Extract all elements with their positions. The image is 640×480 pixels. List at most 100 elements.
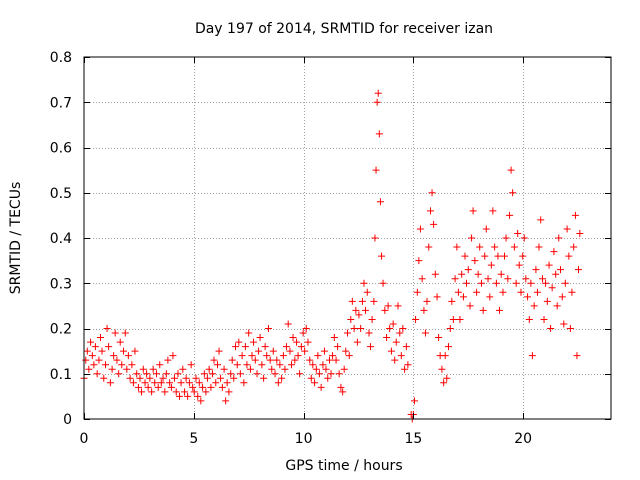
data-point xyxy=(512,279,520,287)
data-point xyxy=(138,388,146,396)
data-point xyxy=(144,383,152,391)
data-point xyxy=(123,365,131,373)
data-point xyxy=(151,379,159,387)
data-point xyxy=(443,374,451,382)
data-point xyxy=(299,329,307,337)
data-point xyxy=(139,365,147,373)
data-point xyxy=(205,365,213,373)
data-point xyxy=(181,388,189,396)
data-point xyxy=(550,248,558,256)
data-point xyxy=(473,288,481,296)
data-point xyxy=(121,329,129,337)
data-point xyxy=(296,370,304,378)
data-point xyxy=(384,302,392,310)
data-point xyxy=(379,279,387,287)
data-point xyxy=(451,275,459,283)
data-point xyxy=(389,320,397,328)
data-point xyxy=(100,374,108,382)
data-point xyxy=(410,397,418,405)
data-point xyxy=(93,370,101,378)
data-point xyxy=(238,352,246,360)
data-point xyxy=(486,293,494,301)
data-point xyxy=(271,370,279,378)
data-point xyxy=(378,252,386,260)
data-point xyxy=(425,243,433,251)
data-point xyxy=(507,166,515,174)
data-point xyxy=(532,266,540,274)
data-point xyxy=(340,365,348,373)
data-point xyxy=(449,315,457,323)
data-point xyxy=(217,374,225,382)
data-point xyxy=(433,293,441,301)
data-point xyxy=(166,379,174,387)
data-point xyxy=(367,343,375,351)
data-point xyxy=(179,365,187,373)
data-point xyxy=(236,370,244,378)
data-point xyxy=(235,338,243,346)
data-point xyxy=(268,365,276,373)
data-point xyxy=(561,279,569,287)
data-point xyxy=(214,361,222,369)
data-point xyxy=(502,234,510,242)
data-point xyxy=(149,365,157,373)
data-point xyxy=(143,370,151,378)
data-point xyxy=(363,288,371,296)
data-point xyxy=(337,383,345,391)
data-point xyxy=(279,352,287,360)
data-point xyxy=(269,347,277,355)
data-point xyxy=(420,306,428,314)
data-point xyxy=(545,261,553,269)
data-point xyxy=(176,392,184,400)
data-point xyxy=(357,325,365,332)
x-tick-label: 0 xyxy=(80,431,89,447)
data-point xyxy=(288,361,296,369)
data-point xyxy=(225,388,233,396)
data-point xyxy=(134,383,142,391)
y-tick-label: 0.2 xyxy=(50,322,72,338)
data-point xyxy=(515,261,523,269)
data-point xyxy=(115,370,123,378)
y-tick-label: 0.7 xyxy=(50,95,72,111)
x-tick-label: 10 xyxy=(295,431,313,447)
data-point xyxy=(281,365,289,373)
data-point xyxy=(391,356,399,364)
data-point xyxy=(528,352,536,360)
data-point xyxy=(530,302,538,310)
data-point xyxy=(88,352,96,360)
data-point xyxy=(202,388,210,396)
data-point xyxy=(555,234,563,242)
data-point xyxy=(492,279,500,287)
data-point xyxy=(116,338,124,346)
data-point xyxy=(494,252,502,260)
data-point xyxy=(509,189,517,197)
data-point xyxy=(195,379,203,387)
data-point xyxy=(170,374,178,382)
data-point xyxy=(430,220,438,228)
data-point xyxy=(350,325,358,332)
data-point xyxy=(497,270,505,278)
data-point xyxy=(445,343,453,351)
data-point xyxy=(499,288,507,296)
x-axis: 0 5 10 15 20 xyxy=(80,57,532,447)
data-point xyxy=(159,374,167,382)
data-point xyxy=(266,356,274,364)
data-point xyxy=(289,334,297,342)
data-point xyxy=(141,379,149,387)
data-point xyxy=(453,243,461,251)
data-point xyxy=(474,270,482,278)
data-point xyxy=(324,374,332,382)
data-point xyxy=(215,347,223,355)
data-point xyxy=(358,297,366,305)
data-point xyxy=(82,356,90,364)
data-point xyxy=(325,356,333,364)
data-point xyxy=(152,370,160,378)
data-point xyxy=(103,325,111,332)
data-point xyxy=(418,275,426,283)
data-point xyxy=(477,279,485,287)
data-point xyxy=(558,293,566,301)
data-point xyxy=(255,347,263,355)
data-point xyxy=(374,89,382,97)
data-point xyxy=(372,166,380,174)
data-point xyxy=(352,306,360,314)
